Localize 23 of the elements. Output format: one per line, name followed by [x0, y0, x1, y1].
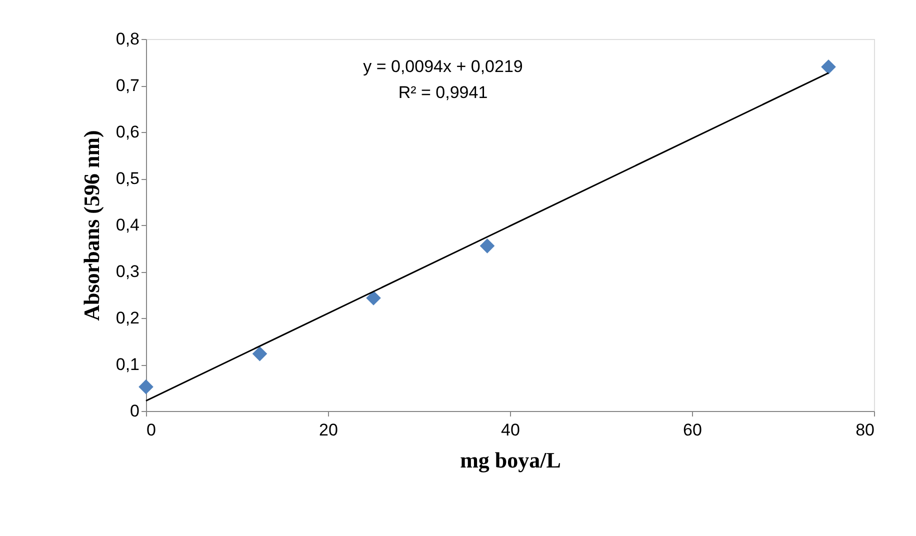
x-axis-title: mg boya/L	[460, 448, 561, 472]
y-tick-label: 0,8	[116, 30, 140, 48]
point	[366, 290, 381, 306]
x-tick-label: 40	[501, 420, 520, 440]
x-tick-label: 60	[683, 420, 702, 440]
y-tick-label: 0,1	[116, 355, 140, 374]
y-tick-label: 0,4	[116, 216, 140, 234]
point	[480, 238, 495, 254]
annotation: R² = 0,9941	[398, 83, 488, 102]
y-tick-label: 0,6	[116, 122, 140, 142]
y-tick-label: 0,3	[116, 262, 140, 281]
annotation: y = 0,0094x + 0,0219	[363, 57, 523, 76]
x-tick-label: 0	[146, 420, 156, 440]
point	[138, 379, 154, 394]
y-axis-title: Absorbans (596 nm)	[78, 130, 104, 321]
point	[821, 59, 836, 74]
y-tick-label: 0,2	[116, 308, 140, 328]
x-tick-label: 20	[319, 420, 338, 440]
y-tick-label: 0,5	[116, 169, 140, 188]
x-tick-label: 80	[856, 420, 874, 440]
point	[252, 346, 268, 362]
y-tick-label: 0,7	[116, 76, 140, 95]
y-tick-label: 0	[130, 402, 140, 420]
